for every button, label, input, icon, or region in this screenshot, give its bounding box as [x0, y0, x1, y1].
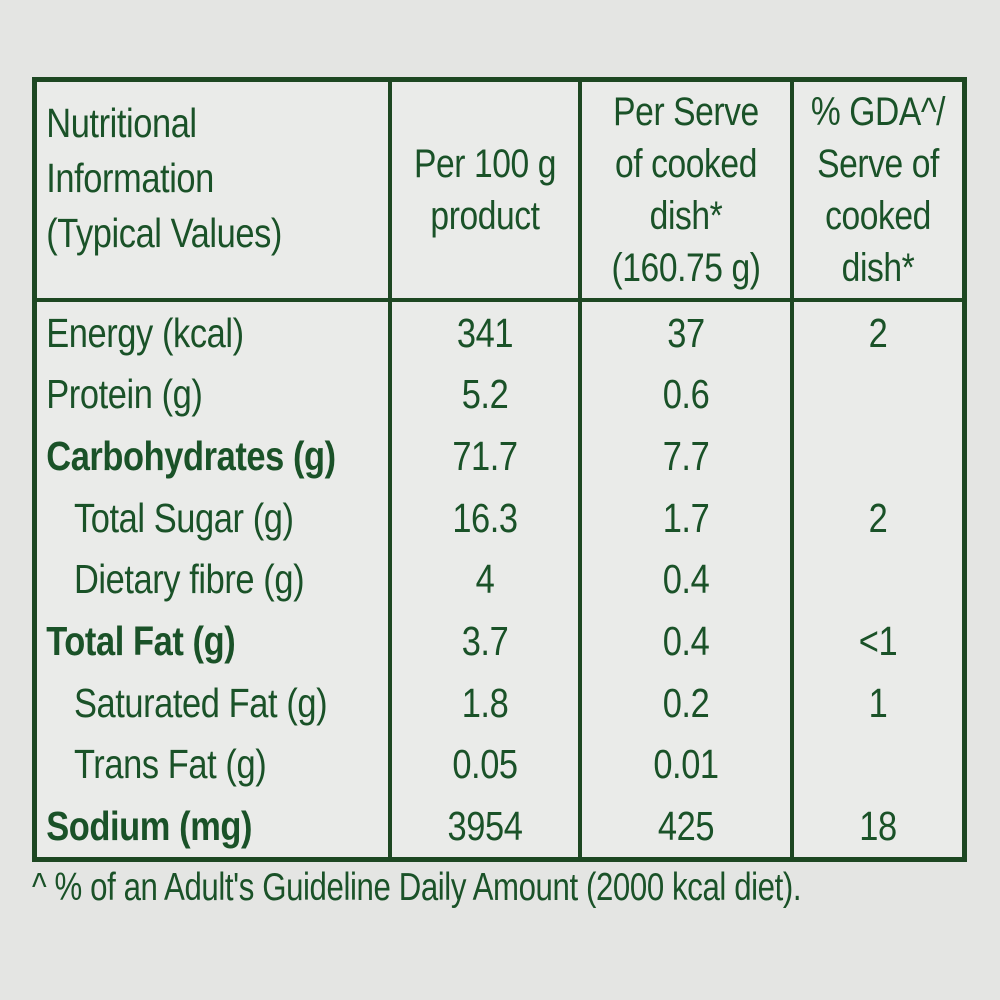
row-saturated-fat-per-serve: 0.2	[578, 672, 790, 734]
row-energy-gda: 2	[790, 302, 962, 364]
value: 0.05	[452, 741, 518, 788]
nutrient-label: Protein (g)	[46, 371, 203, 418]
header-line: product	[430, 194, 540, 238]
value: 3.7	[461, 618, 509, 665]
nutrient-label: Saturated Fat (g)	[73, 679, 328, 726]
row-label-saturated-fat: Saturated Fat (g)	[37, 672, 388, 734]
row-total-fat-per-100g: 3.7	[388, 610, 578, 672]
row-saturated-fat-gda: 1	[790, 672, 962, 734]
row-dietary-fibre-per-serve: 0.4	[578, 548, 790, 611]
value: 71.7	[452, 433, 518, 480]
value: 0.4	[662, 556, 710, 603]
nutrient-label: Sodium (mg)	[46, 803, 253, 850]
header-line: cooked	[825, 194, 931, 238]
header-line: Information	[46, 155, 214, 201]
row-saturated-fat-per-100g: 1.8	[388, 672, 578, 734]
value: 425	[657, 803, 715, 850]
header-line: (160.75 g)	[611, 246, 761, 290]
value: 341	[456, 309, 514, 356]
header-line: Per 100 g	[414, 142, 556, 186]
row-label-energy: Energy (kcal)	[37, 302, 388, 364]
header-line: Serve of	[817, 142, 939, 186]
row-label-trans-fat: Trans Fat (g)	[37, 734, 388, 796]
value: 7.7	[662, 433, 710, 480]
header-per-serve: Per Serve of cooked dish* (160.75 g)	[578, 82, 790, 302]
row-sodium-per-serve: 425	[578, 795, 790, 857]
row-dietary-fibre-per-100g: 4	[388, 548, 578, 611]
nutrient-label: Total Fat (g)	[46, 618, 236, 665]
row-total-fat-per-serve: 0.4	[578, 610, 790, 672]
value: <1	[858, 618, 898, 665]
row-label-dietary-fibre: Dietary fibre (g)	[37, 549, 388, 611]
nutrient-label: Total Sugar (g)	[73, 494, 294, 541]
row-trans-fat-per-serve: 0.01	[578, 733, 790, 796]
header-line: dish*	[649, 194, 723, 238]
row-total-fat-gda: <1	[790, 610, 962, 672]
value: 2	[868, 494, 888, 541]
value: 0.2	[662, 679, 710, 726]
value: 37	[667, 309, 705, 356]
row-label-carbohydrates: Carbohydrates (g)	[37, 425, 388, 487]
row-total-sugar-gda: 2	[790, 487, 962, 549]
row-trans-fat-per-100g: 0.05	[388, 733, 578, 796]
value: 0.4	[662, 618, 710, 665]
value: 5.2	[461, 371, 509, 418]
header-line: % GDA^/	[810, 90, 946, 134]
row-carbohydrates-per-serve: 7.7	[578, 425, 790, 487]
header-line: of cooked	[615, 142, 757, 186]
row-protein-per-100g: 5.2	[388, 363, 578, 426]
row-label-protein: Protein (g)	[37, 364, 388, 426]
nutrient-label: Carbohydrates (g)	[46, 433, 336, 480]
value: 1.8	[461, 679, 509, 726]
value: 1	[868, 679, 888, 726]
value: 1.7	[662, 494, 710, 541]
header-line: dish*	[841, 246, 915, 290]
value: 16.3	[452, 494, 518, 541]
row-energy-per-100g: 341	[388, 302, 578, 364]
row-dietary-fibre-gda	[790, 548, 962, 611]
header-line: (Typical Values)	[46, 210, 282, 256]
value: 2	[868, 309, 888, 356]
row-protein-per-serve: 0.6	[578, 363, 790, 426]
value: 0.6	[662, 371, 710, 418]
value: 18	[859, 803, 897, 850]
row-label-sodium: Sodium (mg)	[37, 795, 388, 857]
row-label-total-fat: Total Fat (g)	[37, 610, 388, 672]
row-carbohydrates-per-100g: 71.7	[388, 425, 578, 487]
row-energy-per-serve: 37	[578, 302, 790, 364]
header-nutritional-information: Nutritional Information (Typical Values)	[37, 82, 388, 302]
nutrient-label: Energy (kcal)	[46, 309, 244, 356]
row-label-total-sugar: Total Sugar (g)	[37, 487, 388, 549]
nutrition-table: Nutritional Information (Typical Values)…	[32, 77, 967, 862]
row-trans-fat-gda	[790, 733, 962, 796]
row-sodium-per-100g: 3954	[388, 795, 578, 857]
gda-footnote: ^ % of an Adult's Guideline Daily Amount…	[32, 866, 802, 909]
row-carbohydrates-gda	[790, 425, 962, 487]
value: 3954	[447, 803, 523, 850]
nutrient-label: Dietary fibre (g)	[73, 556, 305, 603]
row-total-sugar-per-100g: 16.3	[388, 487, 578, 549]
header-per-100g: Per 100 g product	[388, 82, 578, 302]
nutrient-label: Trans Fat (g)	[73, 741, 267, 788]
value: 4	[475, 556, 495, 603]
value: 0.01	[653, 741, 719, 788]
header-line: Nutritional	[46, 100, 197, 146]
row-protein-gda	[790, 363, 962, 426]
row-total-sugar-per-serve: 1.7	[578, 487, 790, 549]
header-gda-percent: % GDA^/ Serve of cooked dish*	[790, 82, 962, 302]
header-line: Per Serve	[613, 90, 759, 134]
row-sodium-gda: 18	[790, 795, 962, 857]
